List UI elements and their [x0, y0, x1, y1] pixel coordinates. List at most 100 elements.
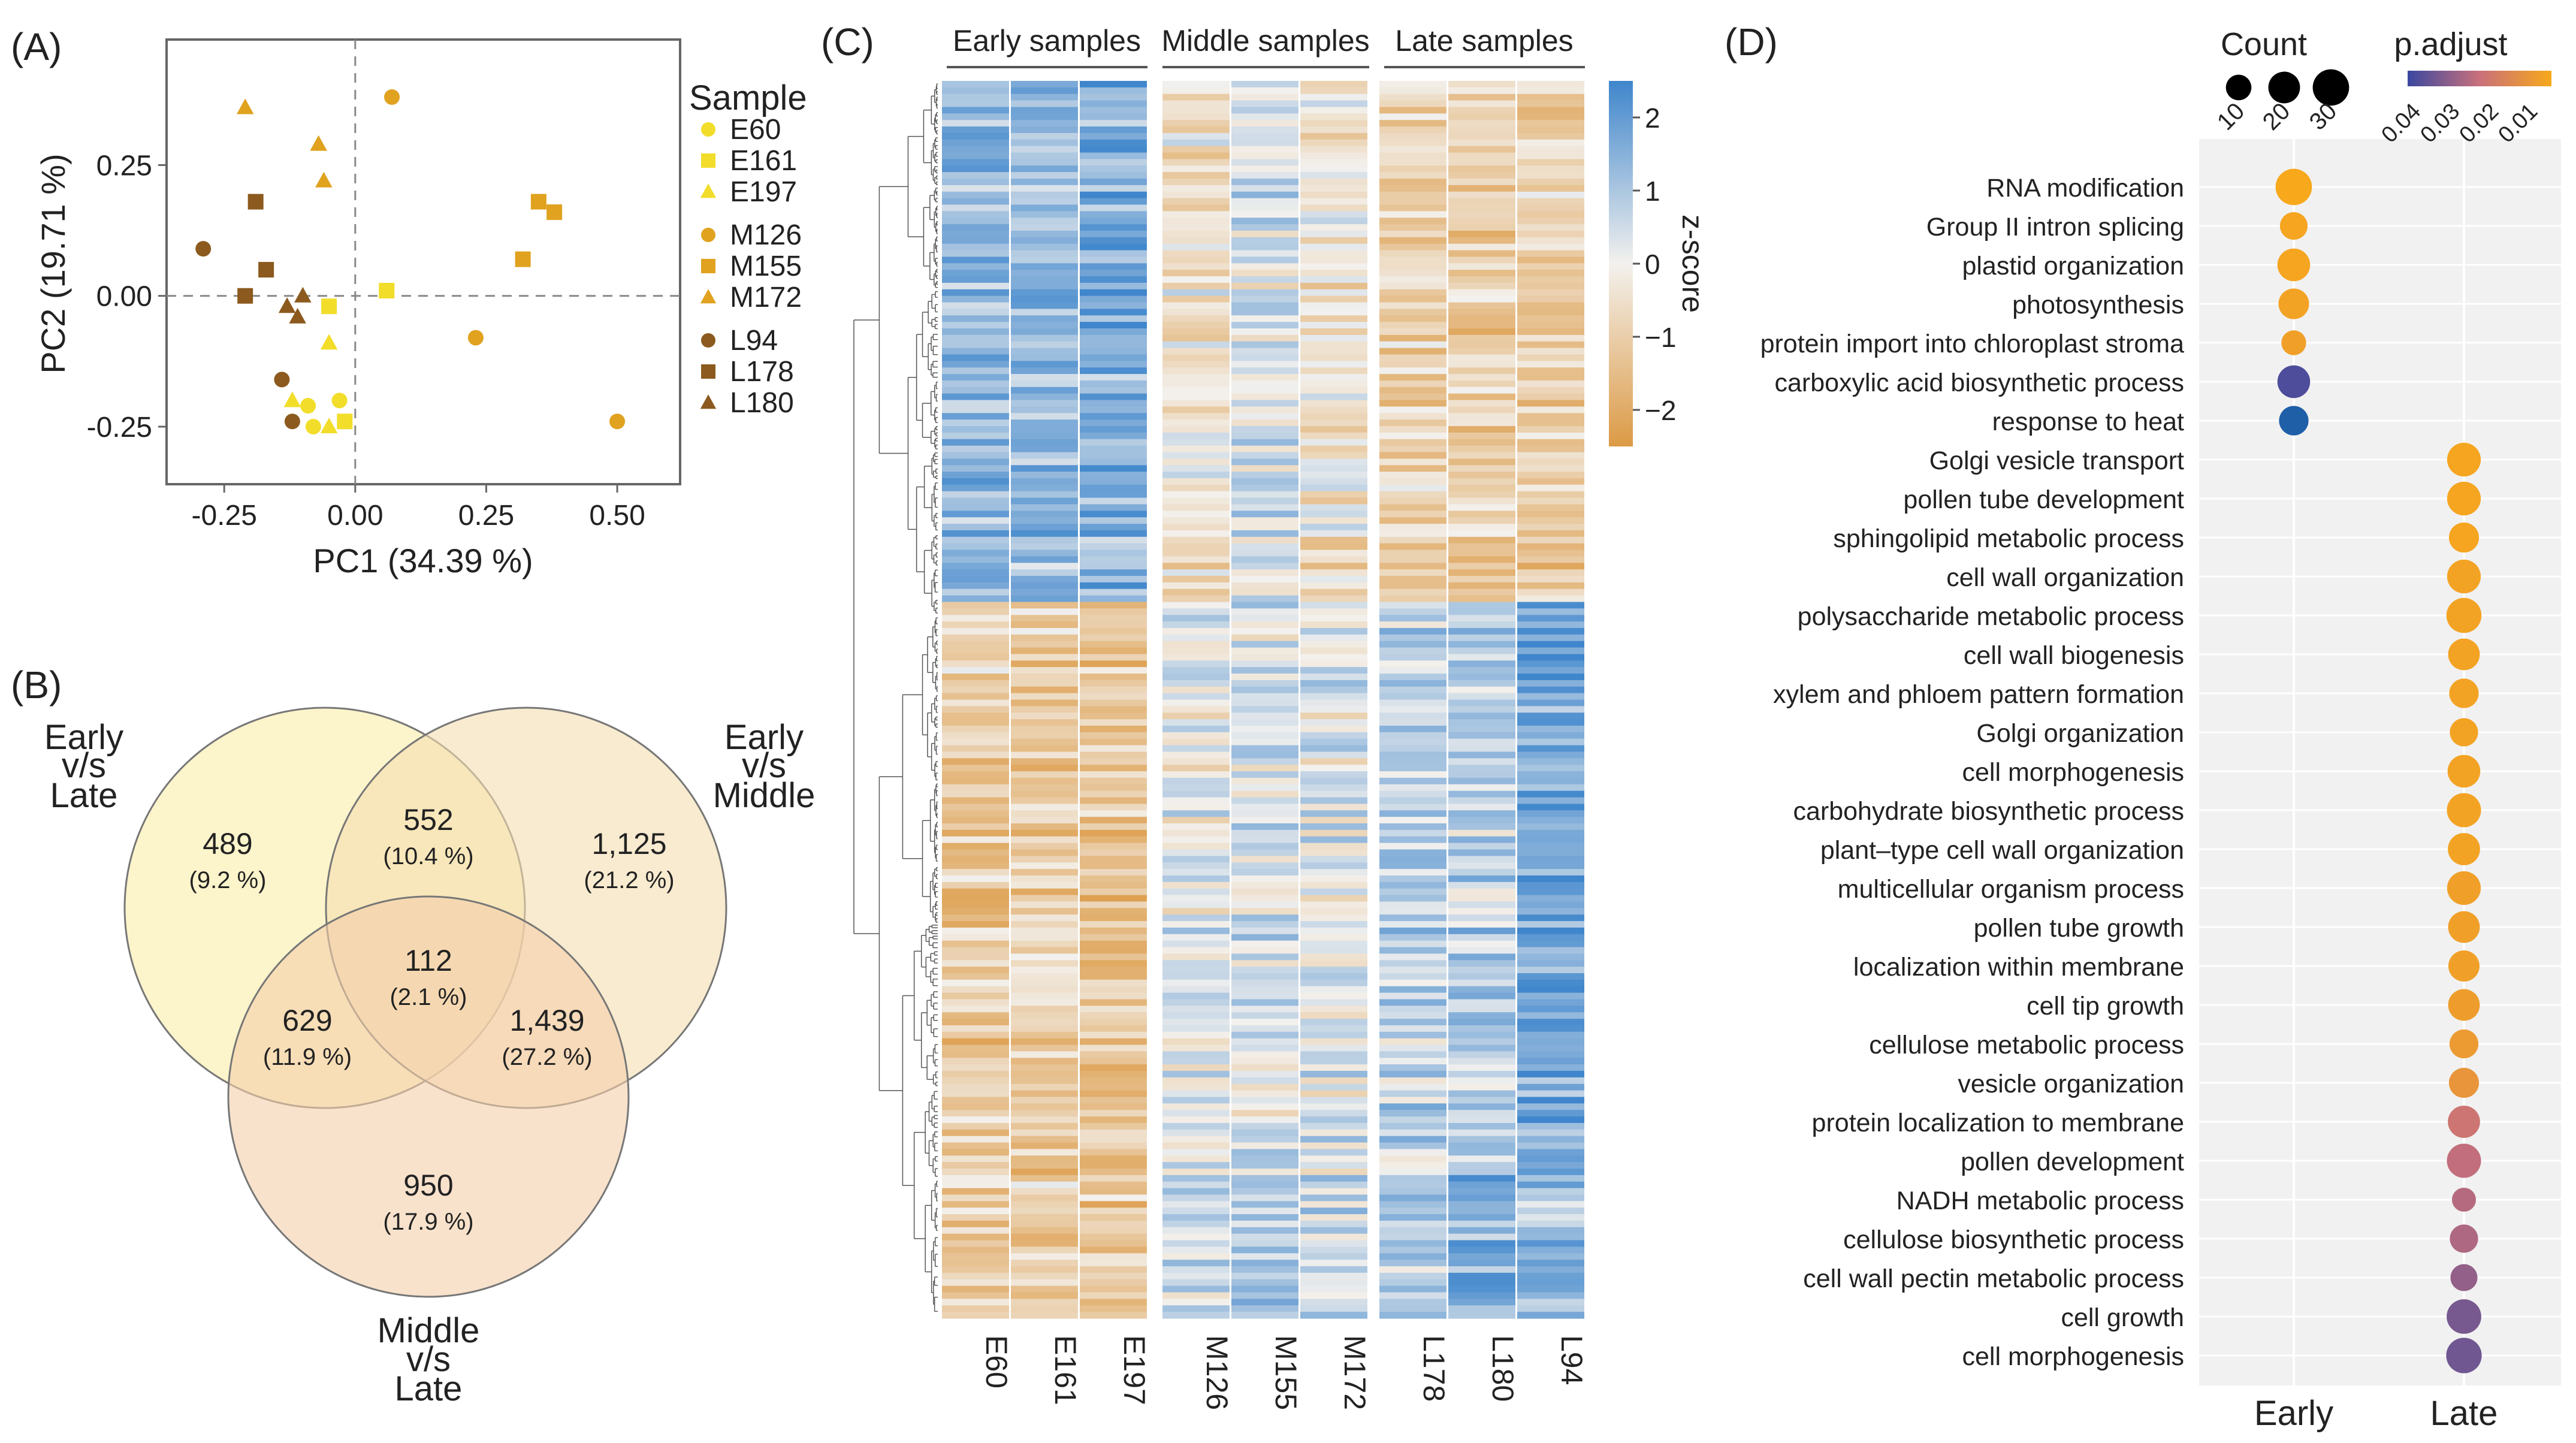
heatmap-column-label: L180 — [1486, 1335, 1520, 1402]
heatmap-cell — [1448, 751, 1515, 759]
heatmap-cell — [1080, 1220, 1147, 1228]
heatmap-cell — [1080, 1129, 1147, 1137]
heatmap-cell — [1517, 1272, 1584, 1280]
heatmap-cell — [1448, 1194, 1515, 1202]
heatmap-cell — [1448, 179, 1515, 186]
heatmap-cell — [1011, 276, 1078, 283]
heatmap-cell — [1080, 569, 1147, 576]
enrichment-dot — [2448, 1067, 2480, 1098]
heatmap-cell — [1080, 829, 1147, 837]
heatmap-cell — [1517, 1214, 1584, 1221]
heatmap-cell — [1517, 693, 1584, 701]
heatmap-cell — [942, 497, 1009, 505]
count-legend-dot — [2312, 69, 2349, 106]
heatmap-cell — [1448, 1266, 1515, 1273]
pca-xtick-label: 0.25 — [458, 500, 514, 532]
enrichment-dot — [2279, 406, 2309, 436]
heatmap-cell — [1011, 419, 1078, 427]
heatmap-cell — [1379, 810, 1446, 817]
heatmap-cell — [1448, 1220, 1515, 1228]
heatmap-cell — [1080, 270, 1147, 277]
heatmap-cell — [1162, 667, 1230, 674]
heatmap-cell — [1080, 445, 1147, 453]
heatmap-cell — [1011, 374, 1078, 381]
heatmap-cell — [1379, 1110, 1446, 1117]
heatmap-cell — [1517, 771, 1584, 778]
heatmap-cell — [1379, 823, 1446, 831]
heatmap-cell — [1517, 1122, 1584, 1130]
heatmap-cell — [1080, 771, 1147, 778]
heatmap-cell — [1162, 126, 1230, 134]
heatmap-cell — [1011, 1188, 1078, 1196]
heatmap-cell — [1162, 569, 1230, 576]
heatmap-cell — [1011, 458, 1078, 466]
heatmap-cell — [1231, 1253, 1298, 1260]
heatmap-cell — [1162, 1038, 1230, 1046]
heatmap-cell — [1231, 243, 1298, 251]
heatmap-cell — [942, 380, 1009, 388]
heatmap-cell — [1517, 419, 1584, 427]
heatmap-cell — [1080, 550, 1147, 557]
heatmap-cell — [942, 934, 1009, 941]
heatmap-cell — [1448, 1149, 1515, 1156]
heatmap-cell — [1517, 517, 1584, 524]
heatmap-cell — [1011, 1110, 1078, 1117]
heatmap-cell — [1379, 654, 1446, 661]
heatmap-cell — [1080, 165, 1147, 173]
heatmap-cell — [1011, 484, 1078, 492]
heatmap-cell — [1448, 458, 1515, 466]
heatmap-cell — [1517, 237, 1584, 244]
heatmap-cell — [1379, 967, 1446, 974]
heatmap-cell — [1011, 289, 1078, 297]
heatmap-cell — [1300, 627, 1367, 635]
heatmap-cell — [1011, 992, 1078, 1000]
heatmap-cell — [1231, 1214, 1298, 1221]
heatmap-cell — [1011, 126, 1078, 134]
heatmap-cell — [1448, 1246, 1515, 1254]
heatmap-cell — [1231, 914, 1298, 922]
heatmap-cell — [1080, 263, 1147, 270]
enrichment-dot — [2447, 871, 2481, 905]
heatmap-cell — [1300, 836, 1367, 844]
heatmap-cell — [1517, 328, 1584, 336]
heatmap-cell — [1231, 1305, 1298, 1312]
heatmap-cell — [1231, 107, 1298, 114]
heatmap-cell — [1379, 680, 1446, 687]
heatmap-cell — [1517, 979, 1584, 987]
heatmap-cell — [1011, 1012, 1078, 1019]
heatmap-cell — [1448, 556, 1515, 563]
heatmap-cell — [1448, 1051, 1515, 1058]
heatmap-cell — [1379, 882, 1446, 889]
heatmap-cell — [1231, 875, 1298, 883]
enrichment-dot — [2448, 911, 2480, 943]
heatmap-cell — [1231, 120, 1298, 127]
heatmap-cell — [1517, 914, 1584, 922]
heatmap-cell — [1080, 465, 1147, 472]
heatmap-cell — [1448, 1031, 1515, 1039]
heatmap-cell — [1448, 1253, 1515, 1260]
heatmap-cell — [1080, 81, 1147, 88]
heatmap-cell — [1162, 1155, 1230, 1163]
heatmap-cell — [942, 1201, 1009, 1208]
heatmap-cell — [1080, 556, 1147, 563]
heatmap-cell — [1300, 1083, 1367, 1091]
heatmap-cell — [942, 647, 1009, 655]
heatmap-cell — [942, 738, 1009, 746]
heatmap-cell — [1011, 387, 1078, 394]
heatmap-cell — [1379, 1305, 1446, 1312]
heatmap-cell — [1379, 615, 1446, 622]
heatmap-cell — [1162, 218, 1230, 225]
pca-point-e60 — [305, 418, 321, 434]
heatmap-cell — [1379, 797, 1446, 804]
heatmap-cell — [1448, 230, 1515, 238]
heatmap-cell — [1011, 1044, 1078, 1052]
heatmap-cell — [942, 152, 1009, 160]
venn-region-pct: (17.9 %) — [383, 1209, 473, 1235]
heatmap-cell — [1517, 230, 1584, 238]
enrichment-term-label: pollen tube development — [1903, 485, 2184, 514]
heatmap-cell — [942, 927, 1009, 935]
heatmap-cell — [942, 87, 1009, 95]
heatmap-cell — [942, 1169, 1009, 1176]
heatmap-cell — [1448, 719, 1515, 726]
enrichment-term-label: pollen development — [1961, 1148, 2184, 1176]
